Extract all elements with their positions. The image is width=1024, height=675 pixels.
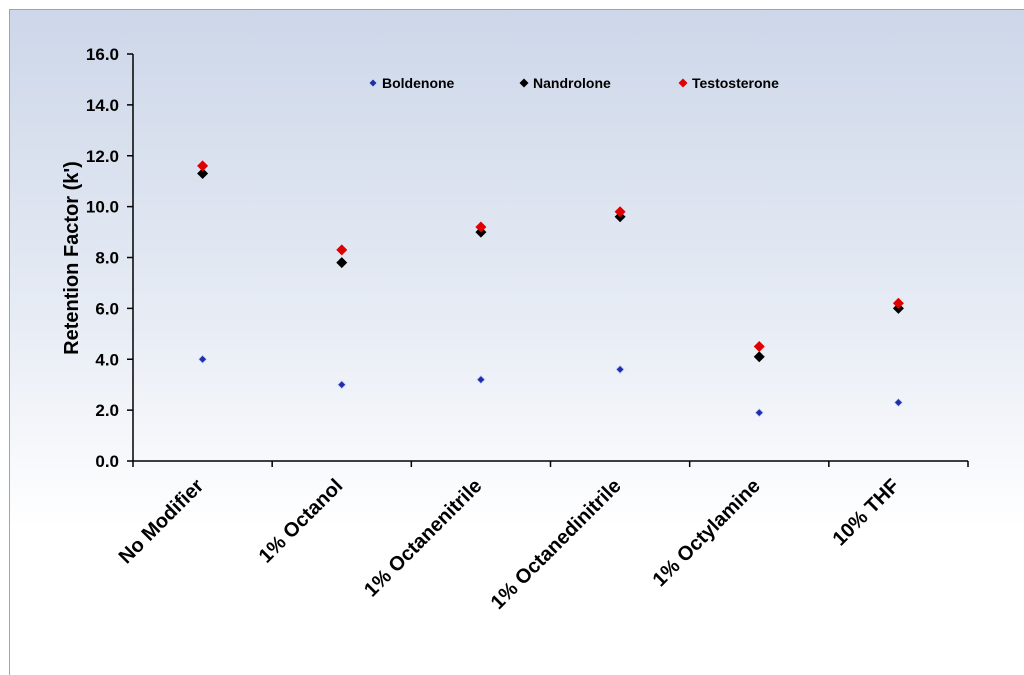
point-testosterone bbox=[197, 160, 209, 172]
x-category-label: No Modifier bbox=[115, 475, 208, 568]
y-tick-label: 4.0 bbox=[95, 350, 119, 369]
x-category-label: 1% Octanol bbox=[255, 475, 348, 568]
y-axis: 0.0 2.0 4.0 6.0 8.0 10.0 12.0 14.0 16.0 bbox=[86, 45, 134, 471]
x-category-label: 1% Octanedinitrile bbox=[487, 475, 626, 614]
y-tick-label: 10.0 bbox=[86, 198, 119, 217]
legend-marker-testosterone bbox=[678, 78, 688, 88]
data-points bbox=[197, 160, 904, 418]
x-axis: No Modifier 1% Octanol 1% Octanenitrile 1% … bbox=[115, 460, 969, 614]
point-boldenone bbox=[198, 354, 208, 364]
point-boldenone bbox=[337, 380, 347, 390]
legend-marker-boldenone bbox=[369, 79, 377, 87]
y-tick-label: 2.0 bbox=[95, 401, 119, 420]
point-nandrolone bbox=[336, 257, 348, 269]
point-boldenone bbox=[893, 397, 903, 408]
y-tick-label: 0.0 bbox=[95, 452, 119, 471]
x-category-label: 1% Octylamine bbox=[649, 475, 765, 591]
point-testosterone bbox=[336, 244, 348, 256]
legend-marker-nandrolone bbox=[519, 78, 529, 88]
chart-area bbox=[9, 9, 1024, 675]
point-testosterone bbox=[614, 206, 626, 218]
point-boldenone bbox=[615, 364, 625, 374]
point-testosterone bbox=[892, 297, 904, 309]
x-category-label: 10% THF bbox=[829, 475, 904, 550]
y-tick-label: 14.0 bbox=[86, 96, 119, 115]
point-boldenone bbox=[754, 408, 764, 418]
point-testosterone bbox=[753, 341, 765, 353]
point-testosterone bbox=[475, 221, 487, 233]
point-nandrolone bbox=[197, 168, 209, 180]
legend: Boldenone Nandrolone Testosterone bbox=[369, 75, 779, 91]
y-tick-label: 6.0 bbox=[95, 299, 119, 318]
y-axis-title: Retention Factor (k') bbox=[61, 161, 83, 355]
legend-label-testosterone: Testosterone bbox=[692, 75, 779, 91]
x-category-label: 1% Octanenitrile bbox=[360, 475, 486, 601]
legend-label-boldenone: Boldenone bbox=[382, 75, 455, 91]
y-tick-label: 16.0 bbox=[86, 45, 119, 64]
y-tick-label: 8.0 bbox=[95, 249, 119, 268]
point-nandrolone bbox=[753, 351, 765, 363]
legend-label-nandrolone: Nandrolone bbox=[533, 75, 611, 91]
y-tick-label: 12.0 bbox=[86, 147, 119, 166]
point-boldenone bbox=[476, 375, 486, 385]
